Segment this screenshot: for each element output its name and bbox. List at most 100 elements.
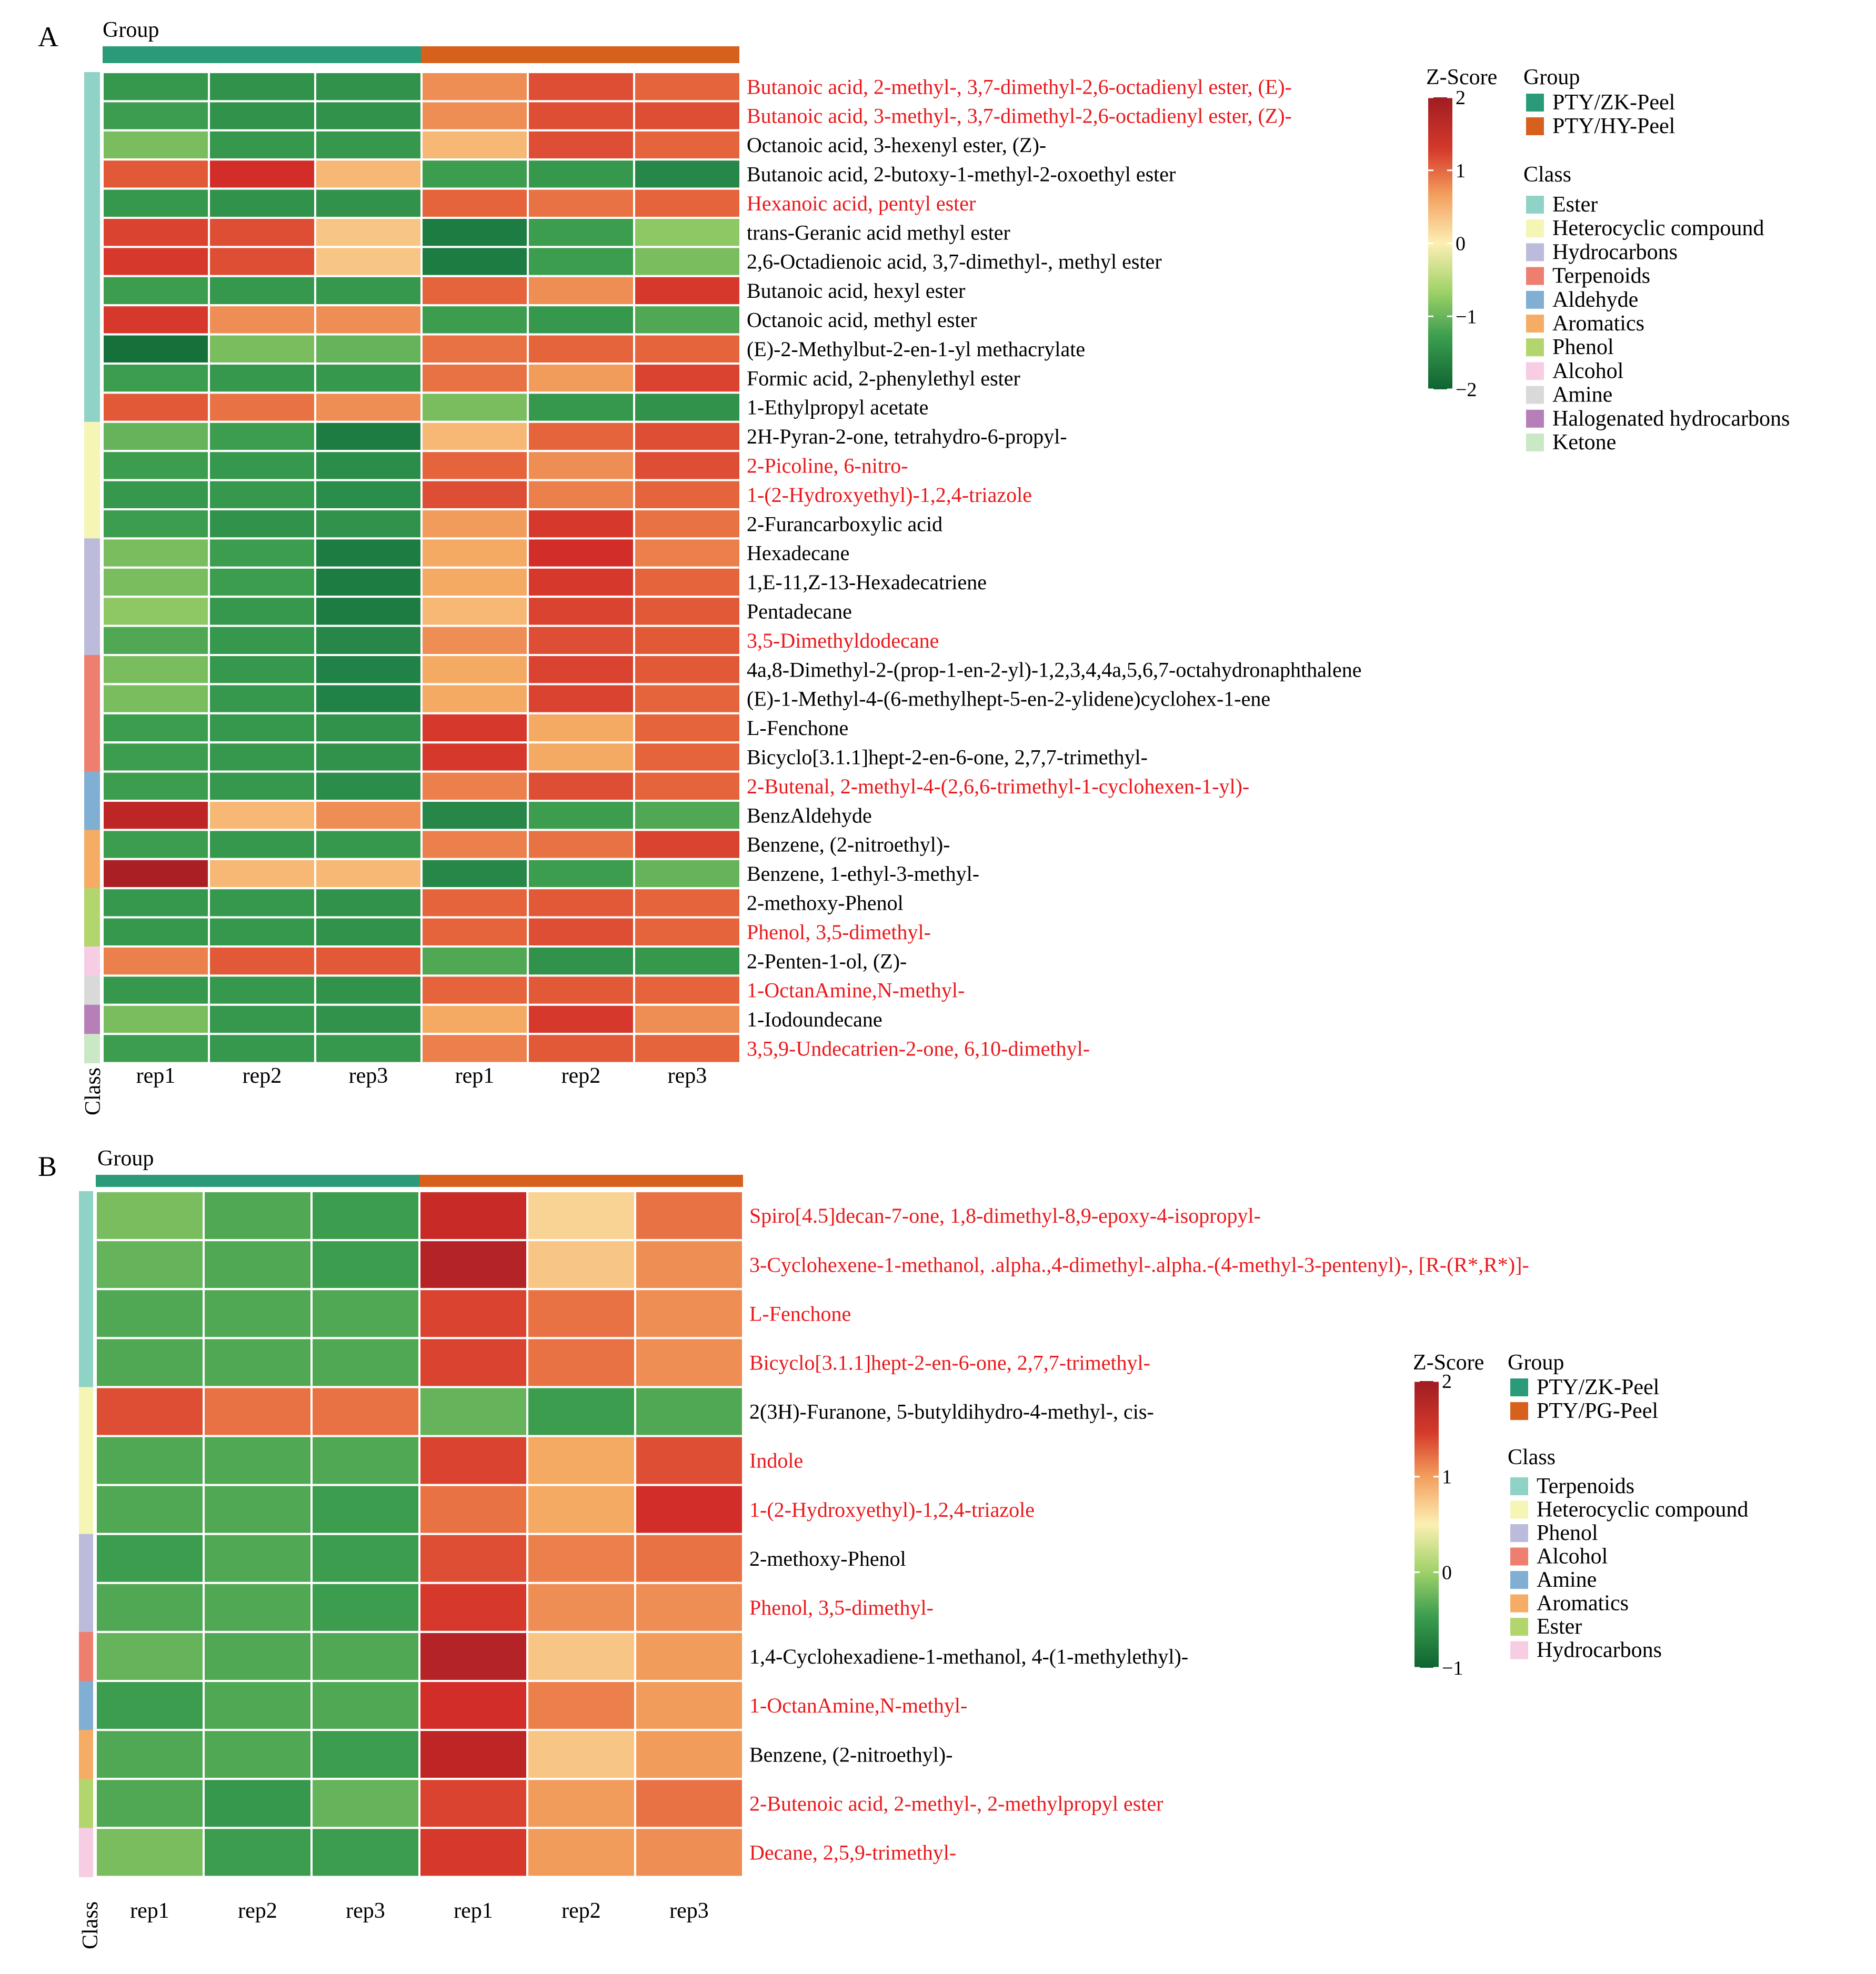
legend-class-label: Halogenated hydrocarbons <box>1552 407 1790 431</box>
heatmap-cell <box>208 508 316 540</box>
heatmap-cell <box>420 625 529 656</box>
heatmap-cell <box>314 450 423 481</box>
heatmap-cell <box>310 1533 420 1584</box>
column-label: rep1 <box>136 1064 176 1088</box>
heatmap-cell <box>526 1190 636 1242</box>
heatmap-cell <box>203 1386 313 1437</box>
legend-class-swatch <box>1526 196 1544 214</box>
column-label: rep3 <box>346 1899 385 1923</box>
column-labels: rep1 rep2 rep3 rep1 rep2 rep3 <box>130 1899 709 1923</box>
row-label: 3,5-Dimethyldodecane <box>747 629 939 652</box>
heatmap-cell <box>418 1337 528 1388</box>
zscore-ticks: 2 1 0 −1 <box>1414 1371 1463 1679</box>
heatmap-cell <box>420 596 529 627</box>
heatmap-cell <box>420 100 529 132</box>
heatmap-cell <box>102 1033 210 1064</box>
heatmap-cell <box>418 1582 528 1633</box>
heatmap-cell <box>314 187 423 219</box>
heatmap-cell <box>418 1386 528 1437</box>
heatmap-cell <box>95 1435 205 1486</box>
legend-class-label: Heterocyclic compound <box>1537 1498 1748 1522</box>
heatmap-cell <box>527 479 635 510</box>
heatmap-cell <box>203 1729 313 1780</box>
row-label: Benzene, (2-nitroethyl)- <box>747 833 950 857</box>
row-label: Indole <box>749 1449 803 1473</box>
heatmap-cell <box>634 1288 744 1340</box>
class-bar-segment <box>84 684 100 714</box>
legend-class-swatch <box>1526 267 1544 285</box>
heatmap-cell <box>633 829 741 860</box>
row-label: Benzene, (2-nitroethyl)- <box>749 1743 953 1766</box>
heatmap-cell <box>420 1033 529 1064</box>
heatmap-cell <box>310 1680 420 1731</box>
legend-class-swatch <box>1526 362 1544 380</box>
heatmap-cell <box>314 945 423 977</box>
heatmap-cell <box>633 100 741 132</box>
heatmap-cell <box>526 1680 636 1731</box>
heatmap-cell <box>208 304 316 336</box>
heatmap-cell <box>95 1582 205 1633</box>
heatmap-cell <box>527 246 635 277</box>
heatmap-cell <box>95 1239 205 1291</box>
row-label: L-Fenchone <box>749 1302 851 1325</box>
heatmap-cell <box>102 508 210 540</box>
row-label: Butanoic acid, 3-methyl-, 3,7-dimethyl-2… <box>747 104 1292 128</box>
class-bar-segment <box>84 480 100 510</box>
heatmap-cell <box>208 654 316 686</box>
row-label: Octanoic acid, methyl ester <box>747 308 977 332</box>
heatmap-cell <box>314 1033 423 1064</box>
class-bar-segment <box>84 159 100 189</box>
heatmap-cell <box>526 1484 636 1535</box>
class-bar-segment <box>84 567 100 597</box>
heatmap-cell <box>633 508 741 540</box>
panel-a: A Group Butanoic acid, 2-methyl-, 3,7-di… <box>38 18 1790 1115</box>
heatmap-cell <box>310 1435 420 1486</box>
zscore-title: Z-Score <box>1426 65 1497 89</box>
heatmap-cell <box>633 770 741 802</box>
heatmap-cell <box>208 217 316 248</box>
heatmap-cell <box>420 246 529 277</box>
heatmap-cell <box>527 537 635 569</box>
heatmap-cell <box>314 508 423 540</box>
heatmap-cell <box>102 596 210 627</box>
heatmap-cell <box>526 1729 636 1780</box>
heatmap-cell <box>314 275 423 307</box>
heatmap-cell <box>314 129 423 161</box>
column-label: rep2 <box>243 1064 282 1088</box>
row-label: 1,E-11,Z-13-Hexadecatriene <box>747 570 987 594</box>
heatmap-cell <box>633 945 741 977</box>
class-bar-segment <box>84 946 100 976</box>
heatmap-cell <box>102 1003 210 1035</box>
heatmap-cell <box>634 1386 744 1437</box>
class-axis-label: Class <box>81 1067 105 1115</box>
colorbar-tick-label: −1 <box>1456 306 1477 328</box>
heatmap-cell <box>633 596 741 627</box>
heatmap-cell <box>418 1778 528 1829</box>
row-label: Formic acid, 2-phenylethyl ester <box>747 366 1020 390</box>
column-label: rep3 <box>668 1064 707 1088</box>
heatmap-cell <box>208 887 316 919</box>
heatmap-cell <box>527 596 635 627</box>
heatmap-cell <box>310 1239 420 1291</box>
legend-class-label: Terpenoids <box>1552 264 1650 288</box>
colorbar-tick-label: −2 <box>1456 379 1477 401</box>
heatmap-cells <box>95 1190 744 1878</box>
heatmap-cell <box>527 858 635 890</box>
class-bar-segment <box>84 451 100 481</box>
legend-class-swatch <box>1526 219 1544 238</box>
heatmap-cell <box>314 654 423 686</box>
class-bar-segment <box>84 392 100 422</box>
legend-group-swatch <box>1526 94 1544 112</box>
legend-class-label: Ester <box>1552 193 1598 217</box>
group-bar-hy <box>421 46 739 63</box>
legend-class-label: Amine <box>1537 1568 1597 1592</box>
class-bar-segment <box>84 655 100 684</box>
heatmap-cell <box>527 333 635 365</box>
heatmap-cell <box>526 1288 636 1340</box>
heatmap-cell <box>527 887 635 919</box>
row-label: Phenol, 3,5-dimethyl- <box>747 920 931 944</box>
heatmap-cell <box>314 596 423 627</box>
row-label: 2H-Pyran-2-one, tetrahydro-6-propyl- <box>747 425 1067 448</box>
heatmap-cell <box>527 945 635 977</box>
class-bar-segment <box>84 975 100 1005</box>
